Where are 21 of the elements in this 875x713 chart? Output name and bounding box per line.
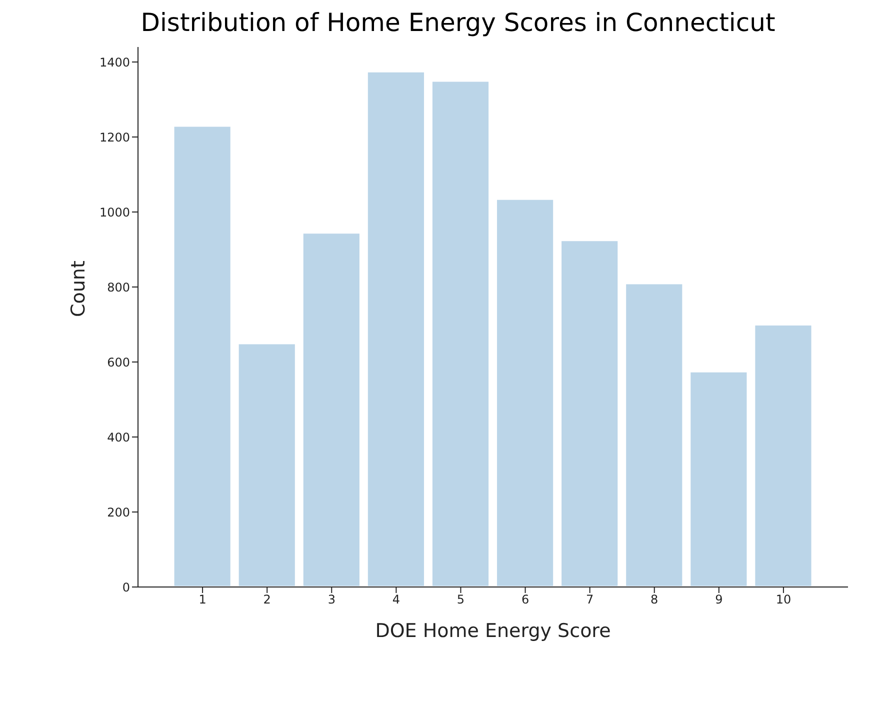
x-tick-label: 4 [392,592,400,607]
chart-title: Distribution of Home Energy Scores in Connecticut [140,8,776,37]
y-tick-label: 800 [107,280,130,294]
x-tick-label: 9 [715,592,723,607]
x-tick-label: 6 [521,592,530,607]
y-tick-label: 1200 [99,130,130,144]
y-tick-label: 600 [107,355,130,370]
y-tick-label: 200 [107,505,130,520]
y-tick-label: 1000 [99,205,130,220]
x-axis-title: DOE Home Energy Score [375,620,611,642]
x-tick-label: 1 [198,592,206,607]
y-tick-label: 0 [122,580,130,594]
y-tick-label: 400 [107,430,130,444]
y-tick-label: 1400 [99,55,130,70]
x-tick-label: 2 [263,592,271,607]
x-tick-label: 8 [650,592,658,607]
x-tick-label: 7 [586,592,594,607]
y-axis-title: Count [68,260,90,317]
x-tick-label: 3 [328,592,336,607]
x-tick-label: 10 [776,592,792,607]
x-tick-label: 5 [456,592,465,607]
